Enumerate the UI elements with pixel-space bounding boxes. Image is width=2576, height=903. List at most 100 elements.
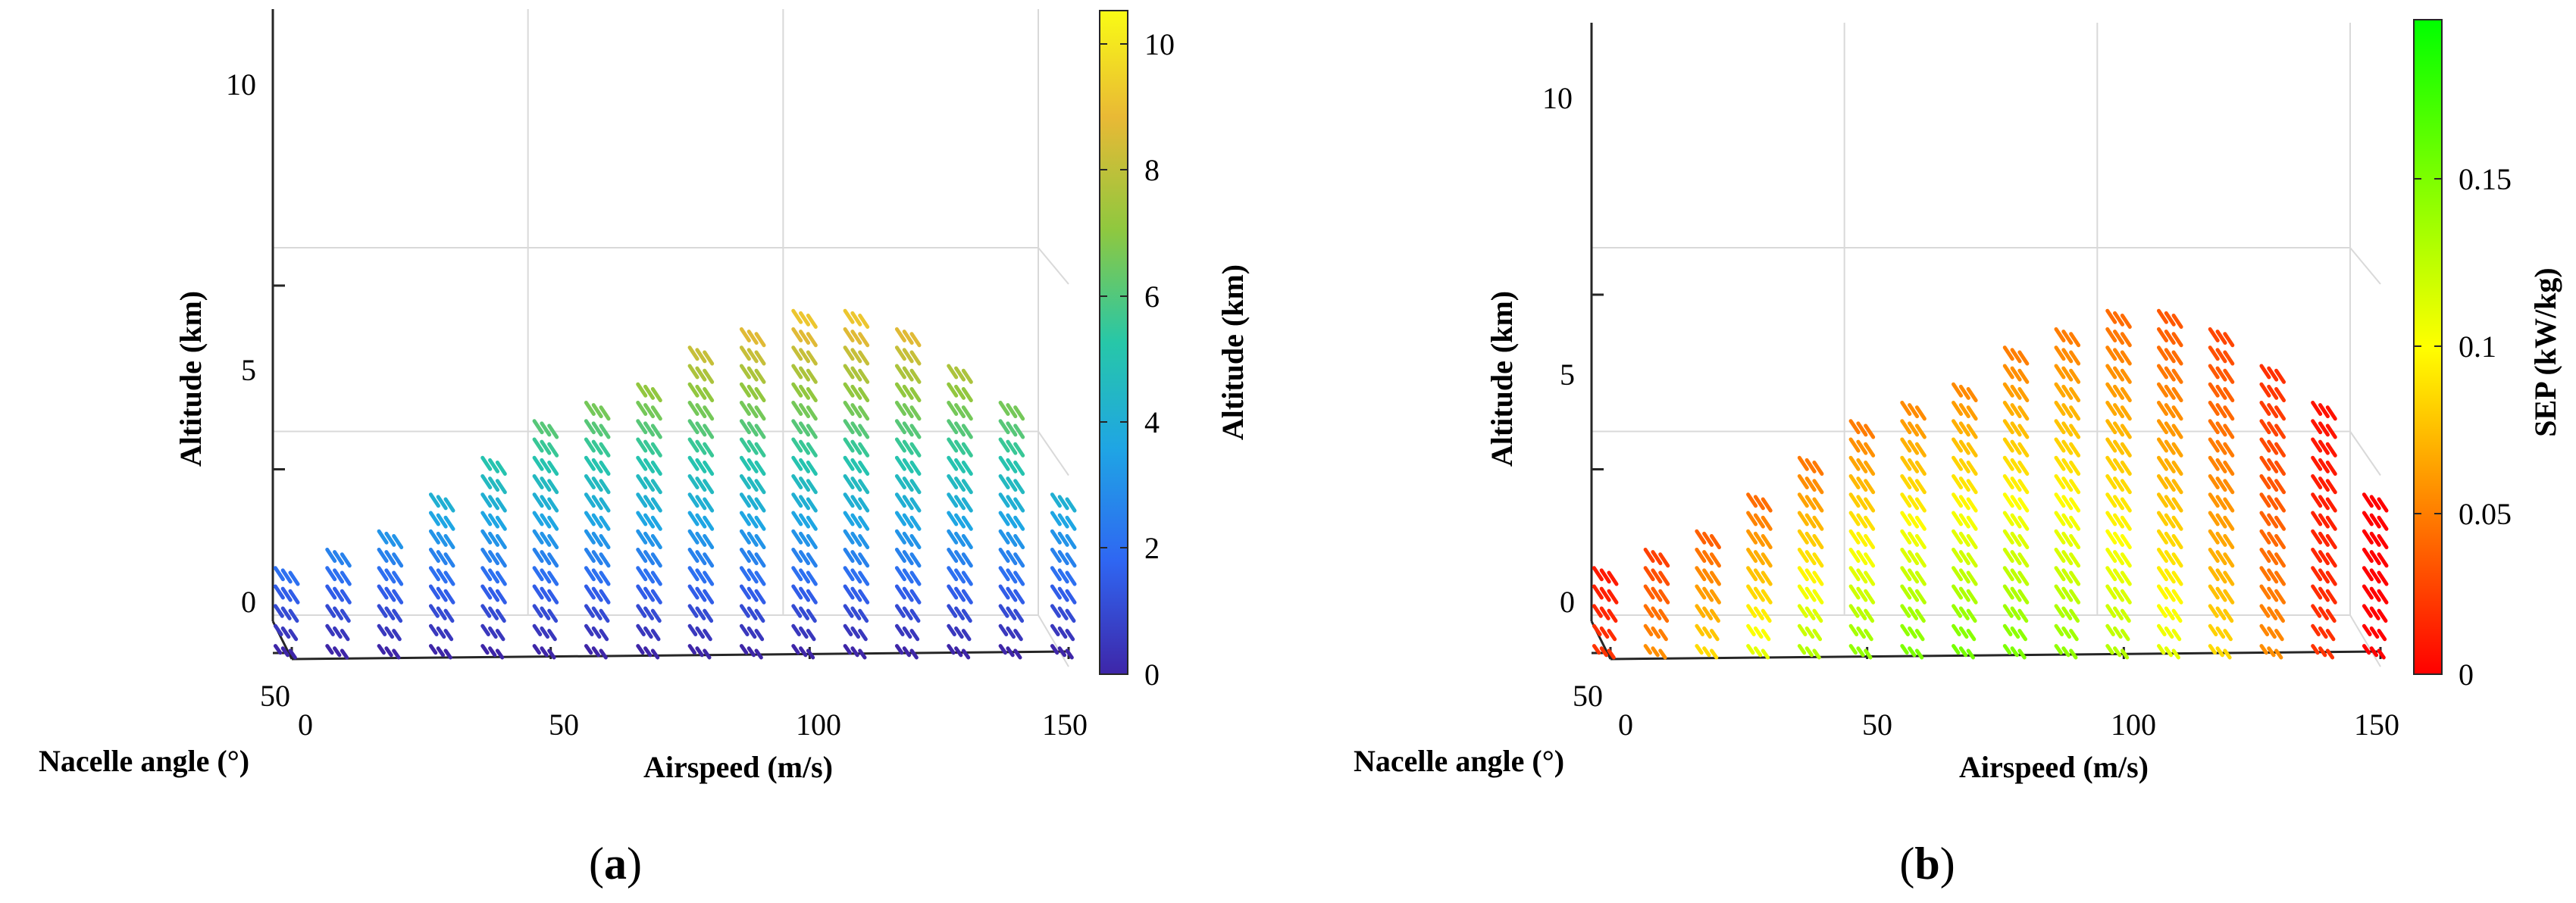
data-point-segment xyxy=(754,570,766,586)
data-point-segment xyxy=(909,497,922,513)
data-point-segment xyxy=(540,586,552,602)
data-point-segment xyxy=(806,479,818,495)
data-point-segment xyxy=(998,547,1010,563)
data-point-segment xyxy=(488,513,500,529)
data-point-segment xyxy=(954,366,966,382)
data-point-segment xyxy=(532,437,544,453)
data-point-segment xyxy=(495,497,507,513)
data-point-segment xyxy=(2156,308,2168,324)
data-point-segment xyxy=(480,584,493,600)
data-point-segment xyxy=(1908,531,1920,547)
data-point-segment xyxy=(2362,566,2374,582)
data-point-segment xyxy=(325,604,336,618)
data-point-segment xyxy=(1908,403,1920,419)
data-point-segment xyxy=(791,511,803,526)
data-point-segment xyxy=(2362,644,2371,655)
data-point-segment xyxy=(1958,458,1970,473)
data-point-segment xyxy=(2223,387,2235,402)
data-point-segment xyxy=(2069,461,2081,476)
data-point-segment xyxy=(540,476,552,492)
data-point-segment xyxy=(2311,455,2323,471)
data-point-segment xyxy=(806,608,817,623)
data-point-segment xyxy=(739,511,751,526)
data-point-segment xyxy=(650,461,662,476)
data-point-segment xyxy=(1856,513,1868,529)
data-point-segment xyxy=(340,552,352,568)
data-point-segment xyxy=(2311,644,2320,655)
data-point-segment xyxy=(2215,586,2227,602)
data-point-segment xyxy=(636,382,648,398)
data-point-segment xyxy=(1761,515,1773,531)
data-point-segment xyxy=(954,403,966,419)
data-point-segment xyxy=(894,345,906,361)
data-point-segment xyxy=(2017,461,2030,476)
data-point-segment xyxy=(1013,423,1025,439)
data-point-segment xyxy=(894,547,906,563)
data-point-segment xyxy=(1812,589,1824,605)
data-point-segment xyxy=(1804,586,1817,602)
data-point-segment xyxy=(909,629,920,642)
data-point-segment xyxy=(850,330,862,345)
data-point-segment xyxy=(650,570,662,586)
data-point-segment xyxy=(495,608,506,623)
data-point-segment xyxy=(1966,497,1978,513)
data-point-segment xyxy=(2215,458,2227,473)
data-point-segment xyxy=(954,606,965,620)
data-point-segment xyxy=(2061,403,2074,419)
data-point-segment xyxy=(843,623,853,636)
data-point-segment xyxy=(806,589,818,605)
data-point-segment xyxy=(2318,476,2330,492)
data-point-segment xyxy=(1065,552,1077,568)
z-tick-10-a: 10 xyxy=(226,67,256,102)
x-tick-0-a: 0 xyxy=(298,708,313,742)
data-point-segment xyxy=(1592,584,1604,600)
data-point-segment xyxy=(1050,566,1062,582)
data-point-segment xyxy=(894,604,906,618)
data-point-segment xyxy=(1702,531,1714,547)
data-point-segment xyxy=(2208,511,2220,526)
data-point-segment xyxy=(1013,405,1025,421)
data-point-segment xyxy=(547,442,559,458)
data-point-segment xyxy=(1065,648,1074,660)
data-point-segment xyxy=(436,550,448,566)
data-point-segment xyxy=(2069,589,2081,605)
data-point-segment xyxy=(858,589,870,605)
data-point-segment xyxy=(747,550,759,566)
data-point-segment xyxy=(2054,327,2066,342)
data-point-segment xyxy=(1797,623,1808,636)
data-point-segment xyxy=(1658,608,1670,623)
data-point-segment xyxy=(1013,648,1022,660)
data-point-segment xyxy=(858,515,870,531)
data-point-segment xyxy=(540,439,552,455)
data-point-segment xyxy=(547,534,559,549)
data-point-segment xyxy=(954,495,966,511)
data-point-segment xyxy=(384,568,396,584)
data-point-segment xyxy=(443,629,454,642)
data-point-segment xyxy=(2002,400,2014,416)
data-point-segment xyxy=(850,646,859,658)
data-point-segment xyxy=(687,604,699,618)
data-point-segment xyxy=(858,552,870,568)
data-point-segment xyxy=(1695,547,1707,563)
data-point-segment xyxy=(643,586,656,602)
data-point-segment xyxy=(1065,589,1077,605)
data-point-segment xyxy=(695,513,707,529)
data-point-segment xyxy=(858,442,870,458)
data-point-segment xyxy=(1643,644,1652,655)
data-point-segment xyxy=(858,332,870,348)
data-point-segment xyxy=(2120,479,2132,495)
data-point-segment xyxy=(636,511,648,526)
data-point-segment xyxy=(1013,552,1025,568)
x-tick-50-a: 50 xyxy=(549,708,579,742)
data-point-segment xyxy=(1966,461,1978,476)
data-point-segment xyxy=(2120,608,2131,623)
data-point-segment xyxy=(2215,626,2226,639)
data-point-segment xyxy=(791,400,803,416)
data-point-segment xyxy=(2069,442,2081,458)
data-point-segment xyxy=(1864,515,1876,531)
data-point-segment xyxy=(2259,584,2271,600)
data-point-segment xyxy=(961,589,973,605)
data-point-segment xyxy=(488,646,497,658)
data-point-segment xyxy=(443,534,455,549)
data-point-segment xyxy=(2311,473,2323,489)
